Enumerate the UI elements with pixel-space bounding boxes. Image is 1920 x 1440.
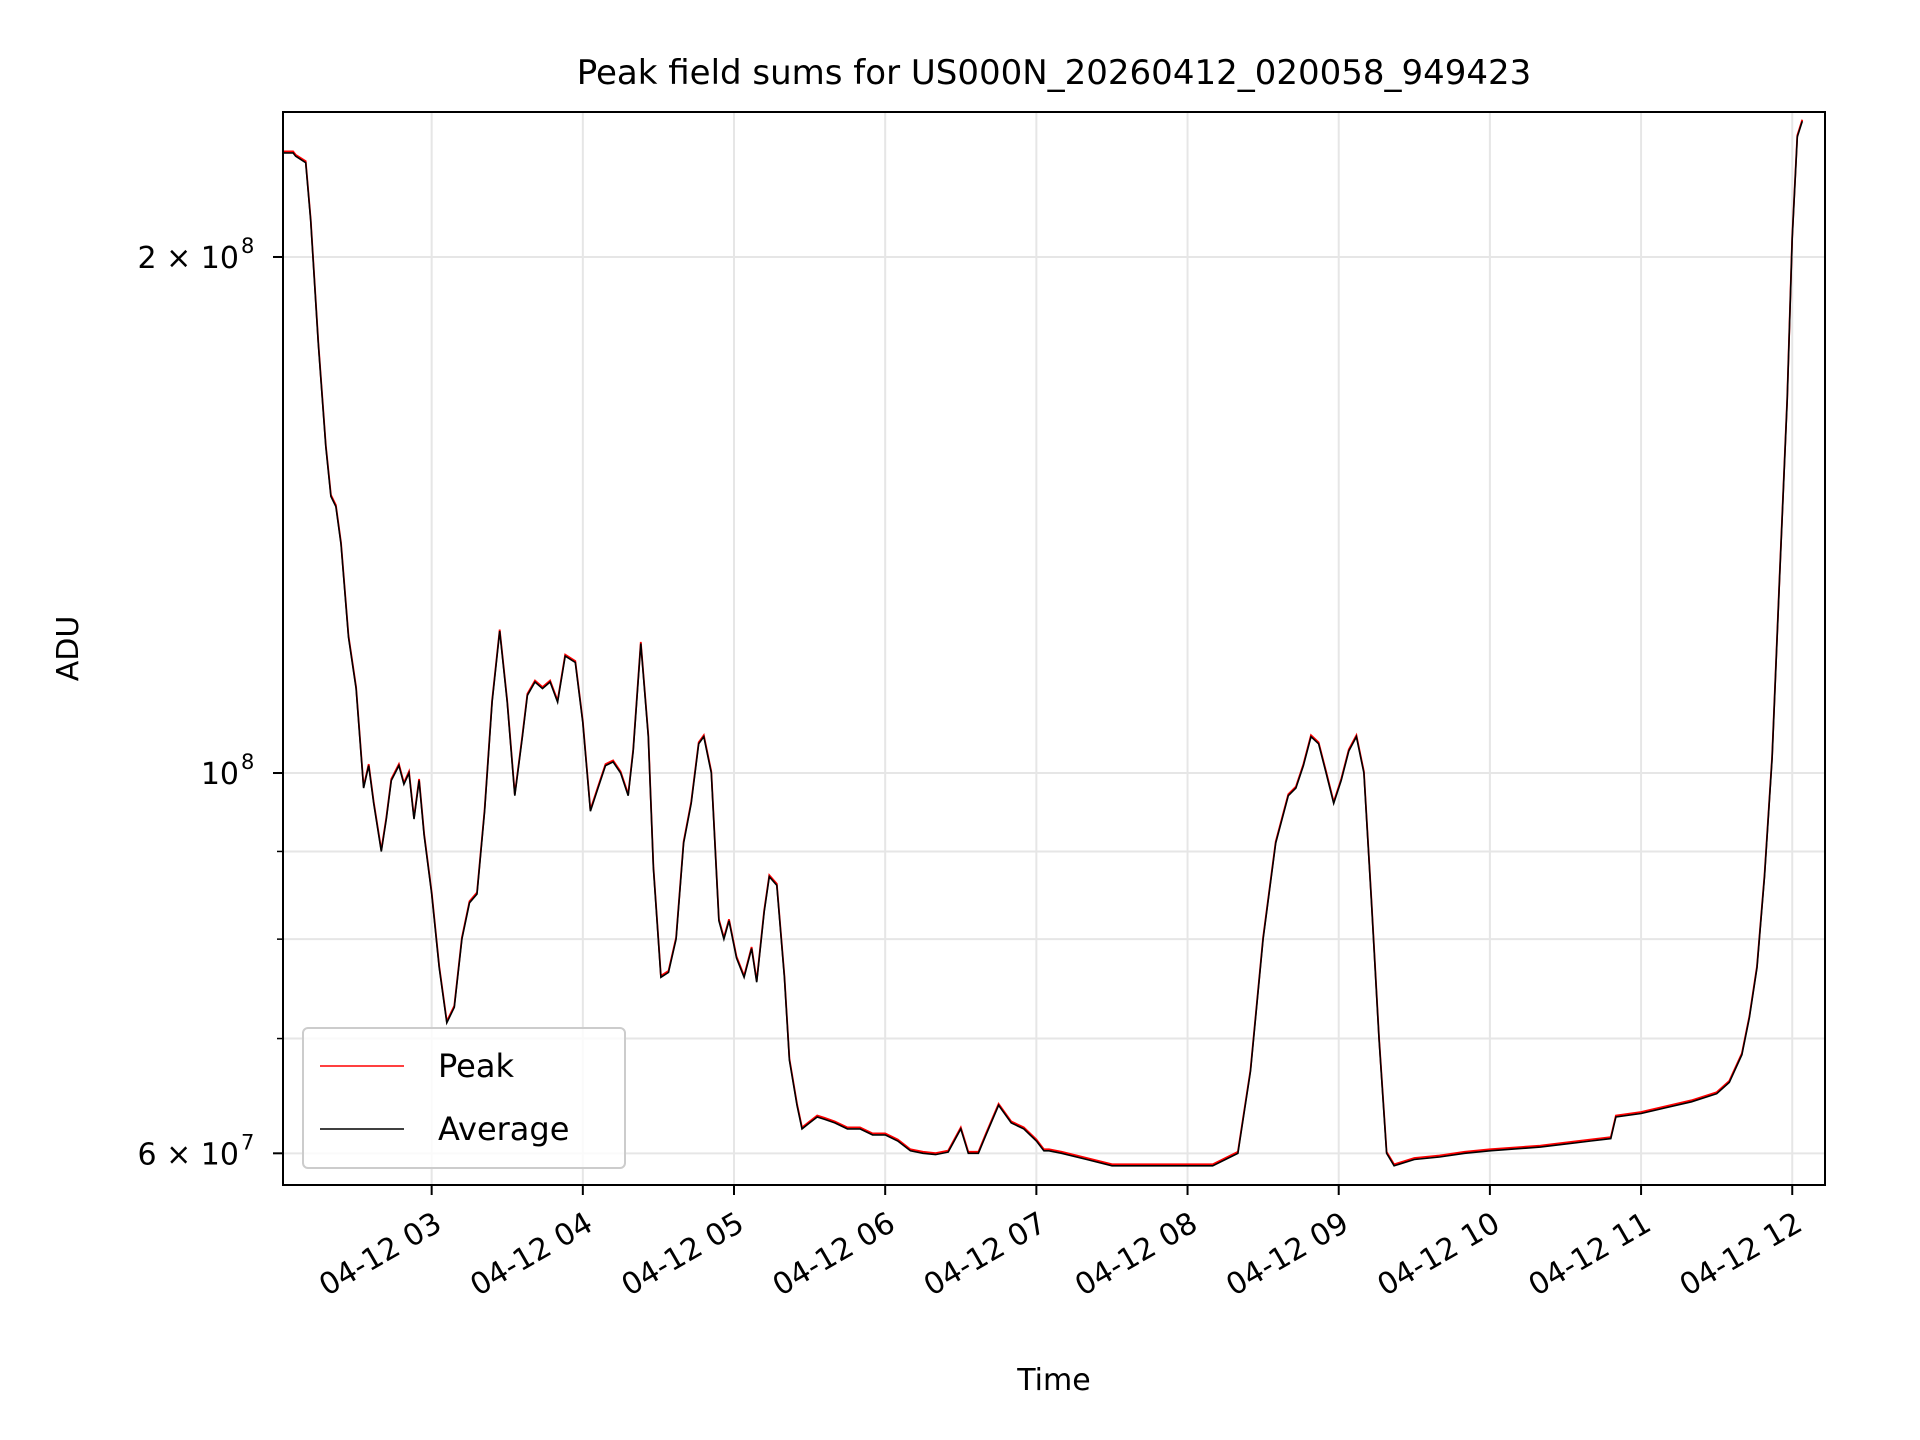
legend-label-average: Average xyxy=(438,1110,569,1148)
y-tick-label-exponent: 7 xyxy=(241,1130,254,1154)
legend-label-peak: Peak xyxy=(438,1047,514,1085)
y-tick-label: 10 xyxy=(201,757,239,792)
x-axis-label: Time xyxy=(1016,1363,1090,1398)
series-line-average xyxy=(283,120,1804,1167)
y-tick-label-exponent: 8 xyxy=(241,750,254,774)
legend-box xyxy=(302,1027,626,1169)
legend: Peak Average xyxy=(302,1027,626,1169)
y-tick-label-base: 10 xyxy=(201,757,239,792)
chart-title: Peak field sums for US000N_20260412_0200… xyxy=(577,53,1532,93)
y-tick-label-base: 6 × 10 xyxy=(138,1137,239,1172)
axes-frame xyxy=(282,111,1826,1186)
plot-series xyxy=(283,119,1804,1167)
grid xyxy=(283,112,1825,1185)
y-tick-label: 6 × 10 xyxy=(138,1137,239,1172)
y-tick-label: 2 × 10 xyxy=(138,241,239,276)
y-tick-label-exponent: 8 xyxy=(241,234,254,258)
y-tick-label-base: 2 × 10 xyxy=(138,241,239,276)
y-axis-label: ADU xyxy=(51,616,86,682)
